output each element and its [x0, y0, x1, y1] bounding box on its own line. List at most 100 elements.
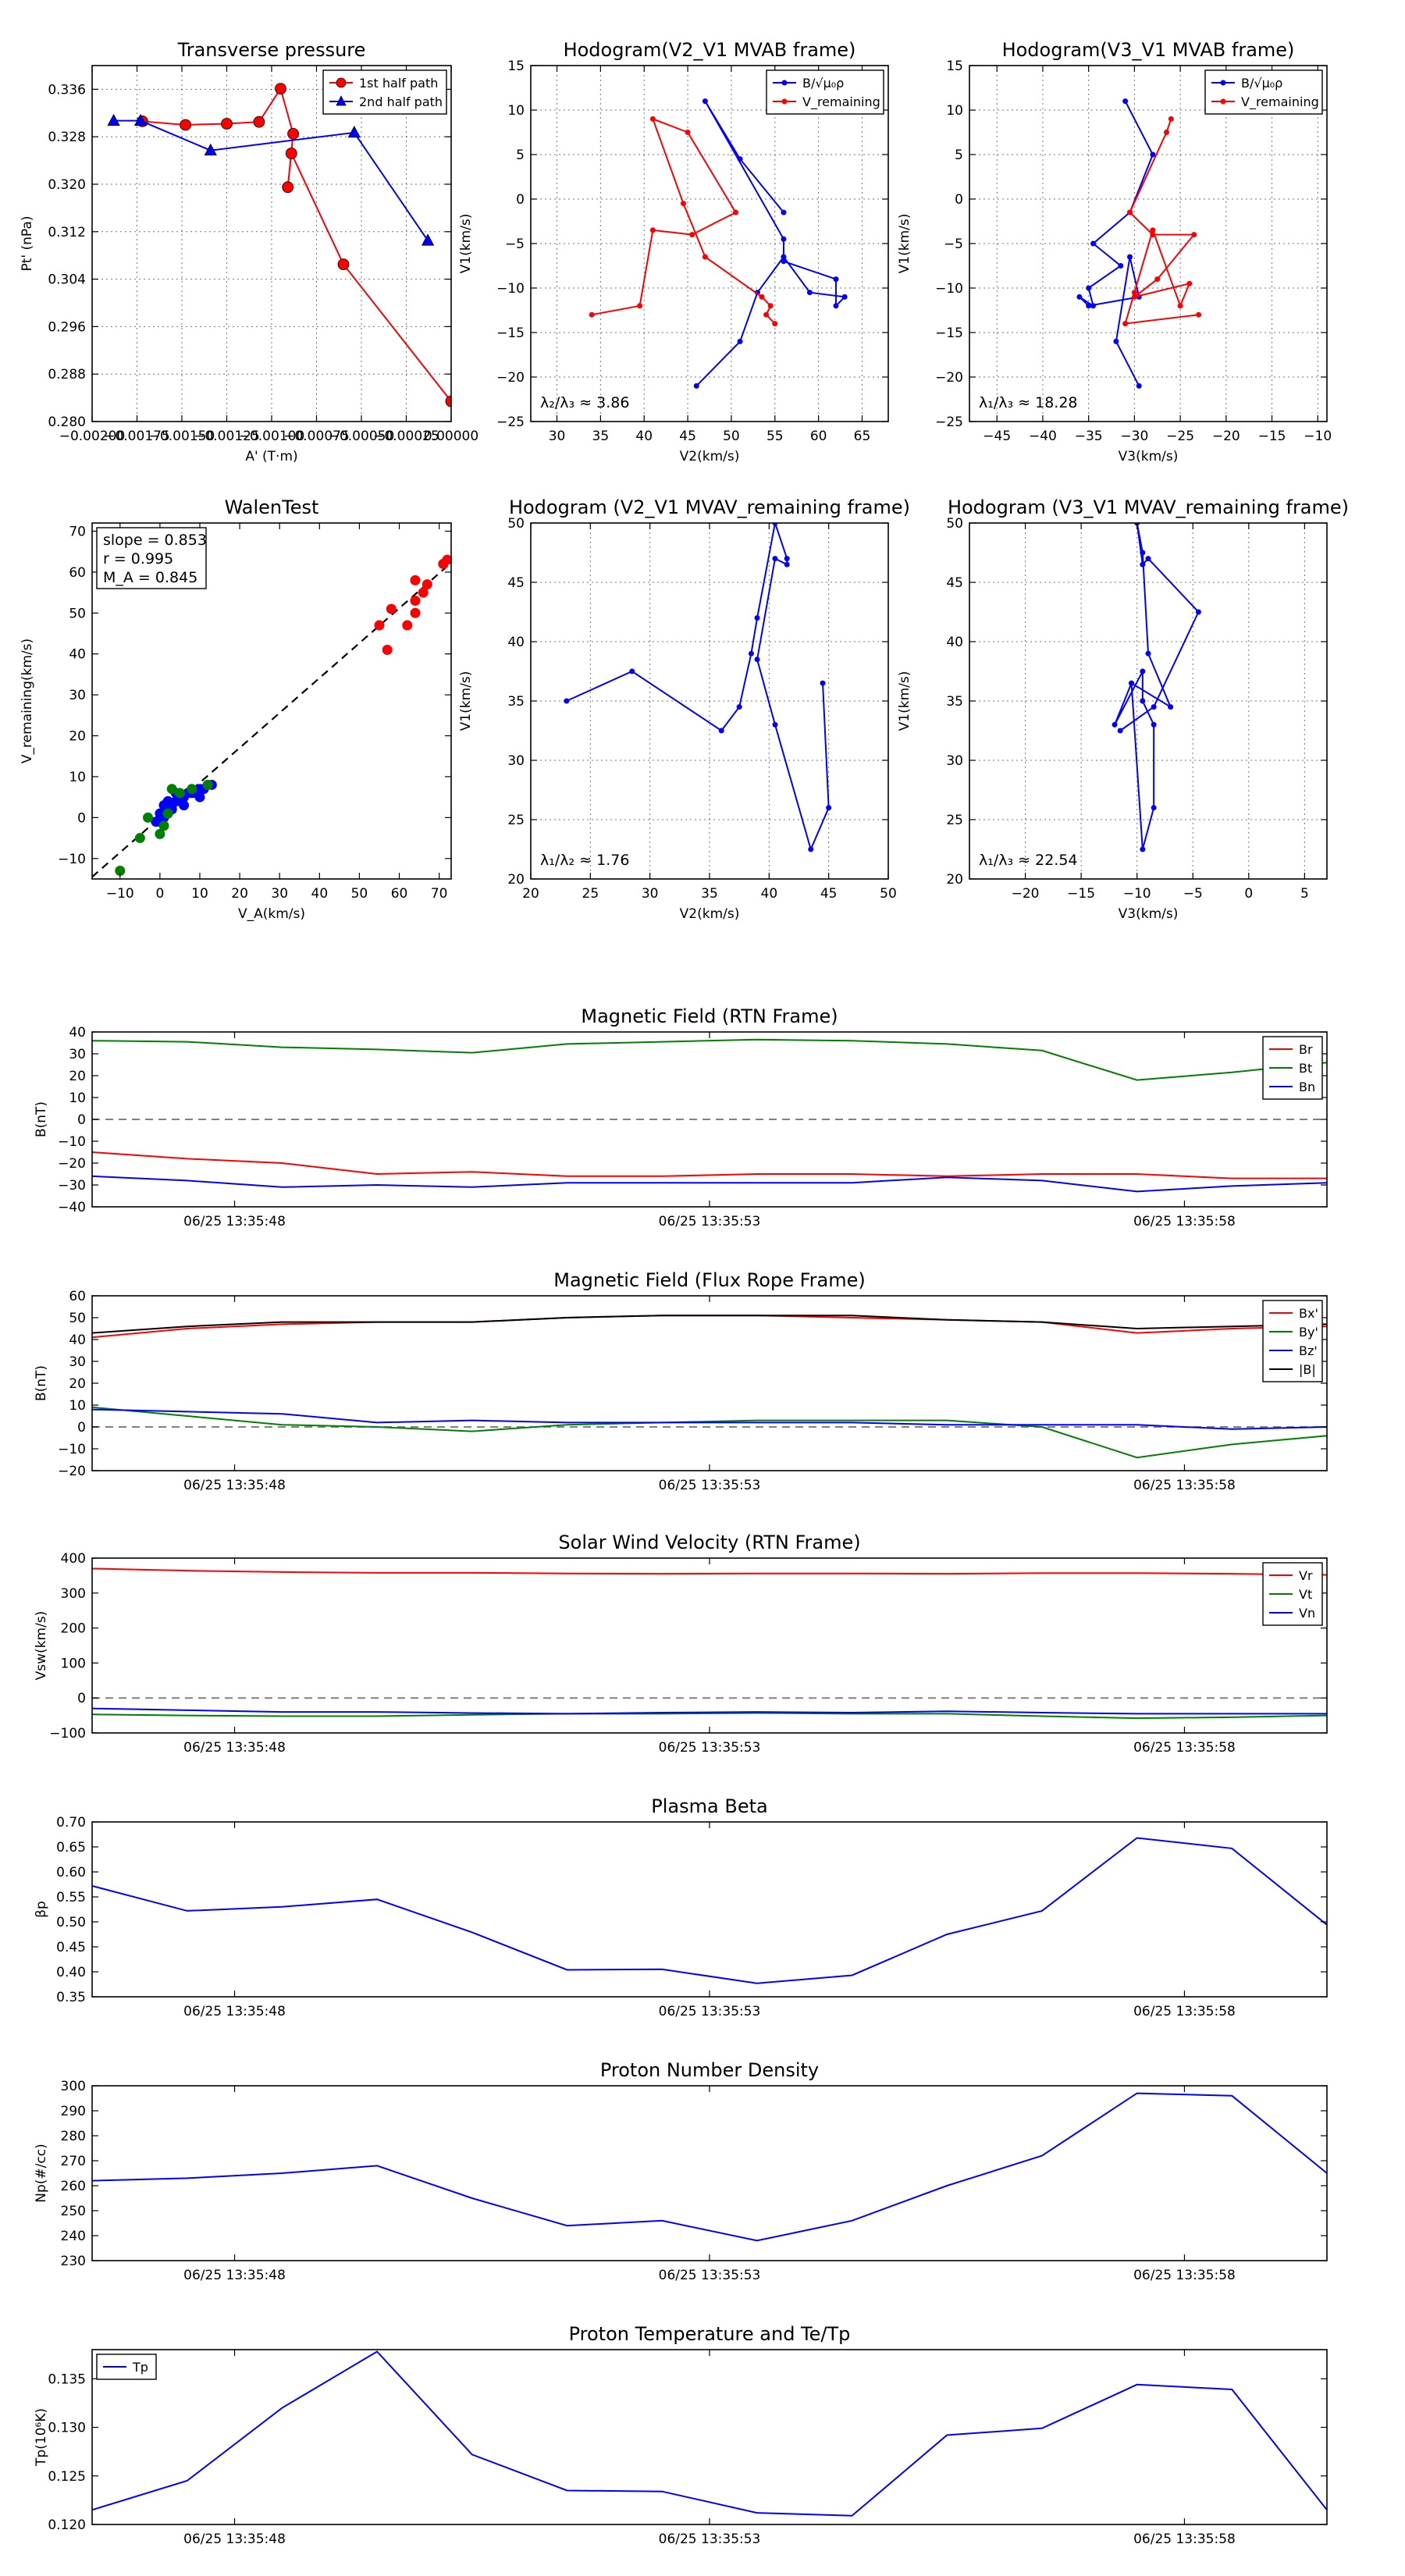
y-axis-label: Vsw(km/s) — [34, 1611, 49, 1681]
data-point — [1151, 704, 1157, 710]
y-tick-label: 45 — [946, 575, 963, 591]
legend-label: B/√μ₀ρ — [802, 76, 844, 91]
data-point — [347, 126, 361, 138]
data-point — [386, 603, 397, 614]
data-point — [1140, 846, 1146, 852]
data-point — [1076, 294, 1083, 300]
x-tick-label: 06/25 13:35:53 — [659, 2268, 761, 2283]
data-point — [754, 615, 760, 621]
data-point — [693, 382, 699, 389]
legend: Tp — [96, 2354, 157, 2380]
x-tick-label: −0.00150 — [149, 429, 215, 444]
y-tick-label: −25 — [496, 415, 525, 430]
legend-marker — [336, 77, 347, 88]
plot-area — [92, 1837, 1327, 1984]
x-tick-label: 06/25 13:35:48 — [183, 2532, 286, 2547]
x-tick-label: −20 — [1012, 886, 1040, 902]
x-tick-label: 40 — [761, 886, 778, 902]
y-tick-label: −30 — [58, 1178, 86, 1194]
y-tick-label: 30 — [69, 1047, 86, 1062]
y-tick-label: 0.125 — [48, 2469, 86, 2485]
chart-title: Hodogram(V2_V1 MVAB frame) — [564, 39, 856, 61]
series-line — [113, 119, 429, 241]
data-point — [337, 258, 350, 271]
series-vn — [92, 1707, 1327, 1715]
plot-area — [92, 2092, 1327, 2242]
legend: Vr Vt Vn — [1262, 1562, 1323, 1626]
y-tick-label: 0 — [77, 1112, 86, 1128]
chart-title: Proton Number Density — [600, 2059, 819, 2081]
y-tick-label: 0 — [955, 192, 963, 208]
y-tick-label: 280 — [61, 2129, 86, 2144]
plot-frame — [91, 522, 452, 880]
x-tick-label: 50 — [880, 886, 897, 902]
series-v-remaining — [1122, 116, 1202, 327]
data-point — [754, 656, 760, 663]
data-point — [772, 523, 778, 526]
data-point — [162, 808, 173, 819]
series-line — [92, 1315, 1327, 1339]
data-point — [187, 784, 197, 795]
y-tick-label: 10 — [69, 1091, 86, 1106]
chart-hodogram-v3v1-mvab: −45 −40 −35 −30 −25 −20 −15 −10 −25 −20 −15 −10 −5 0 5… — [897, 39, 1332, 464]
series-bx- — [92, 1315, 1327, 1339]
x-tick-label: 35 — [592, 429, 610, 444]
x-tick-label: −45 — [983, 429, 1011, 444]
data-point — [1168, 704, 1174, 710]
y-tick-label: 0.296 — [48, 319, 86, 335]
x-tick-label: 06/25 13:35:53 — [659, 1740, 761, 1756]
plot-area — [92, 1038, 1327, 1193]
data-point — [1140, 550, 1146, 556]
y-tick-label: −5 — [505, 237, 525, 252]
x-tick-label: 35 — [701, 886, 718, 902]
chart-hodogram-v2v1-mvab: 30 35 40 45 50 55 60 65 −25 −20 −15 −10 −5 0 5 10 15 Hodo… — [458, 39, 889, 464]
chart-magnetic-field-rtn: 06/25 13:35:48 06/25 13:35:53 06/25 13:35:… — [34, 1005, 1328, 1229]
plot-area — [92, 1315, 1327, 1459]
series-line — [92, 1707, 1327, 1715]
series-line — [92, 1315, 1327, 1334]
data-point — [1136, 382, 1142, 389]
y-tick-label: 10 — [507, 103, 525, 119]
data-point — [589, 311, 595, 318]
y-tick-label: 40 — [69, 1025, 86, 1041]
legend-label: Vt — [1299, 1587, 1312, 1602]
y-tick-label: 300 — [61, 2079, 86, 2094]
data-point — [833, 303, 839, 309]
y-tick-label: 50 — [69, 1311, 86, 1326]
x-tick-label: 0 — [155, 886, 164, 902]
x-tick-label: −0.00100 — [239, 429, 305, 444]
y-tick-label: 20 — [69, 729, 86, 745]
y-axis-label: V_remaining(km/s) — [20, 639, 35, 763]
data-point — [194, 792, 205, 802]
data-point — [1118, 263, 1124, 269]
data-point — [784, 556, 790, 562]
data-point — [1150, 232, 1156, 238]
legend-label: Tp — [132, 2360, 148, 2375]
stats-box — [96, 527, 207, 589]
data-point — [1195, 609, 1201, 615]
x-tick-label: −0.00075 — [283, 429, 350, 444]
data-point — [781, 236, 787, 242]
legend-marker — [1220, 98, 1226, 105]
data-point — [410, 596, 421, 607]
legend-marker — [781, 98, 788, 105]
data-point — [1151, 721, 1157, 728]
series-beta — [92, 1837, 1327, 1984]
y-axis-label: B(nT) — [34, 1101, 49, 1137]
data-point — [781, 209, 787, 215]
legend: Br Bt Bn — [1262, 1036, 1323, 1100]
data-point — [143, 812, 154, 823]
series-tp — [92, 2350, 1327, 2517]
x-tick-label: 06/25 13:35:53 — [659, 2532, 761, 2547]
x-tick-label: −15 — [1258, 429, 1286, 444]
series-red — [374, 554, 451, 655]
series-np — [92, 2092, 1327, 2242]
lambda-ratio-annotation: λ₁/λ₃ ≈ 18.28 — [979, 394, 1078, 411]
data-point — [442, 554, 451, 565]
data-point — [1140, 561, 1146, 568]
x-tick-label: −0.00125 — [194, 429, 260, 444]
x-tick-label: −5 — [1183, 886, 1203, 902]
data-point — [1150, 227, 1156, 233]
data-point — [202, 779, 213, 790]
data-point — [1177, 303, 1183, 309]
